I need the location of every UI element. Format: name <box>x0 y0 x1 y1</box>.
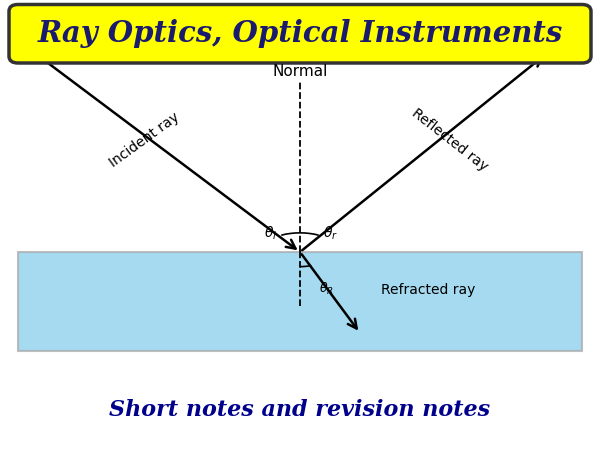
Text: $\theta_R$: $\theta_R$ <box>319 281 334 297</box>
Text: Normal: Normal <box>272 64 328 79</box>
Text: $\theta_i$: $\theta_i$ <box>264 225 277 242</box>
Text: Short notes and revision notes: Short notes and revision notes <box>109 399 491 420</box>
Text: Ray Optics, Optical Instruments: Ray Optics, Optical Instruments <box>37 19 563 48</box>
FancyBboxPatch shape <box>9 4 591 63</box>
Text: $\theta_r$: $\theta_r$ <box>323 225 338 242</box>
Text: Refracted ray: Refracted ray <box>381 283 475 297</box>
Text: Reflected ray: Reflected ray <box>409 106 491 173</box>
Bar <box>18 252 582 351</box>
Text: Incident ray: Incident ray <box>106 109 182 170</box>
